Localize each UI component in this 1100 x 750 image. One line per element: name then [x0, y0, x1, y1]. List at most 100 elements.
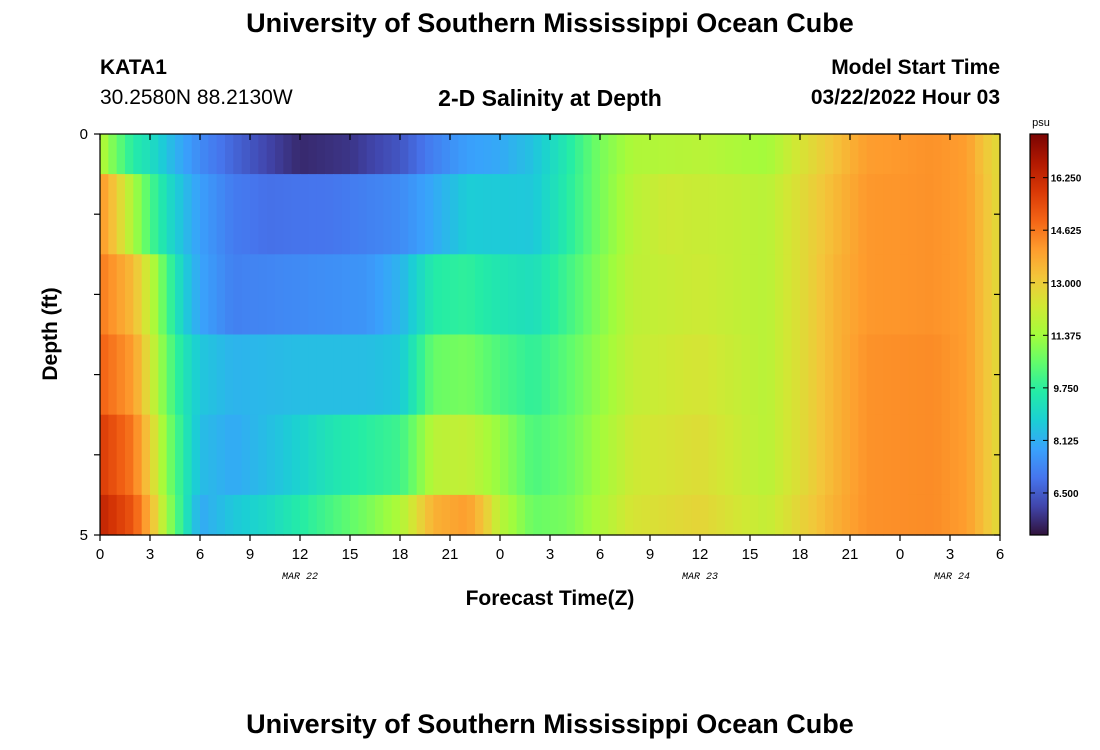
heatmap-cell — [950, 414, 959, 496]
heatmap-cell — [991, 494, 1001, 536]
heatmap-cell — [383, 254, 393, 336]
heatmap-cell — [691, 134, 701, 175]
plot-title: 2-D Salinity at Depth — [438, 85, 662, 111]
heatmap-cell — [808, 134, 818, 175]
heatmap-cell — [791, 494, 801, 536]
heatmap-cell — [100, 134, 109, 175]
heatmap-cell — [741, 174, 751, 255]
heatmap-cell — [791, 414, 801, 496]
heatmap-cell — [600, 134, 609, 175]
heatmap-cell — [241, 414, 251, 496]
heatmap-cell — [716, 334, 726, 416]
heatmap-cell — [241, 254, 251, 336]
heatmap-cell — [716, 414, 726, 496]
heatmap-cell — [508, 494, 518, 536]
heatmap-cell — [800, 414, 809, 496]
heatmap-cell — [308, 254, 318, 336]
heatmap-cell — [866, 254, 876, 336]
heatmap-cell — [525, 334, 534, 416]
heatmap-cell — [950, 334, 959, 416]
heatmap-cell — [891, 174, 901, 255]
heatmap-cell — [466, 494, 476, 536]
heatmap-cell — [525, 134, 534, 175]
heatmap-cell — [675, 334, 684, 416]
heatmap-cell — [400, 334, 409, 416]
colorbar-label: 14.625 — [1051, 226, 1082, 237]
heatmap-cell — [758, 334, 768, 416]
heatmap-cell — [666, 334, 676, 416]
heatmap-cell — [983, 494, 993, 536]
heatmap-cell — [116, 134, 126, 175]
heatmap-cell — [608, 134, 618, 175]
heatmap-cell — [366, 174, 376, 255]
heatmap-cell — [325, 334, 334, 416]
x-tick-label: 0 — [496, 546, 504, 563]
x-tick-label: 21 — [442, 546, 459, 563]
heatmap-cell — [283, 334, 293, 416]
heatmap-cell — [158, 254, 168, 336]
heatmap-cell — [225, 494, 234, 536]
heatmap-cell — [833, 254, 843, 336]
heatmap-cell — [208, 414, 218, 496]
heatmap-cell — [516, 334, 526, 416]
heatmap-cell — [250, 254, 259, 336]
heatmap-cell — [541, 494, 551, 536]
heatmap-cell — [516, 134, 526, 175]
heatmap-cell — [275, 134, 284, 175]
heatmap-cell — [666, 494, 676, 536]
heatmap-cell — [666, 254, 676, 336]
heatmap-cell — [491, 174, 501, 255]
heatmap-cell — [325, 414, 334, 496]
heatmap-cell — [433, 254, 443, 336]
heatmap-cell — [733, 334, 743, 416]
heatmap-cell — [758, 134, 768, 175]
heatmap-cell — [350, 334, 359, 416]
heatmap-cell — [266, 334, 276, 416]
x-tick-label: 18 — [792, 546, 809, 563]
heatmap-cell — [525, 494, 534, 536]
heatmap-cell — [841, 174, 851, 255]
heatmap-cell — [875, 414, 884, 496]
heatmap-cell — [508, 334, 518, 416]
heatmap-cell — [283, 134, 293, 175]
heatmap-cell — [166, 174, 176, 255]
heatmap-cell — [400, 134, 409, 175]
heatmap-cell — [441, 134, 451, 175]
heatmap-cell — [733, 174, 743, 255]
heatmap-cell — [241, 174, 251, 255]
heatmap-cell — [816, 134, 826, 175]
heatmap-cell — [641, 334, 651, 416]
heatmap-cell — [275, 334, 284, 416]
heatmap-cell — [675, 494, 684, 536]
heatmap-cell — [383, 174, 393, 255]
heatmap-cell — [466, 174, 476, 255]
heatmap-cell — [175, 254, 184, 336]
heatmap-cell — [950, 174, 959, 255]
colorbar-label: 11.375 — [1051, 331, 1081, 342]
x-tick-label: 0 — [896, 546, 904, 563]
heatmap-cell — [841, 414, 851, 496]
heatmap-cell — [841, 254, 851, 336]
heatmap-cell — [600, 174, 609, 255]
heatmap-cell — [616, 174, 626, 255]
heatmap-cell — [233, 134, 243, 175]
heatmap-cell — [375, 334, 384, 416]
x-tick-label: 9 — [646, 546, 654, 563]
heatmap-cell — [408, 334, 418, 416]
heatmap-cell — [675, 254, 684, 336]
heatmap-cell — [466, 334, 476, 416]
day-label: MAR 23 — [682, 572, 718, 583]
heatmap-cell — [475, 494, 484, 536]
heatmap-cell — [300, 134, 309, 175]
heatmap-cell — [308, 334, 318, 416]
heatmap-cell — [441, 174, 451, 255]
heatmap-cell — [491, 414, 501, 496]
heatmap-cell — [241, 494, 251, 536]
heatmap-cell — [216, 174, 226, 255]
heatmap-cell — [216, 494, 226, 536]
heatmap-cell — [425, 414, 434, 496]
heatmap-cell — [691, 494, 701, 536]
heatmap-cell — [191, 494, 201, 536]
heatmap-cell — [341, 494, 351, 536]
heatmap-cell — [733, 254, 743, 336]
